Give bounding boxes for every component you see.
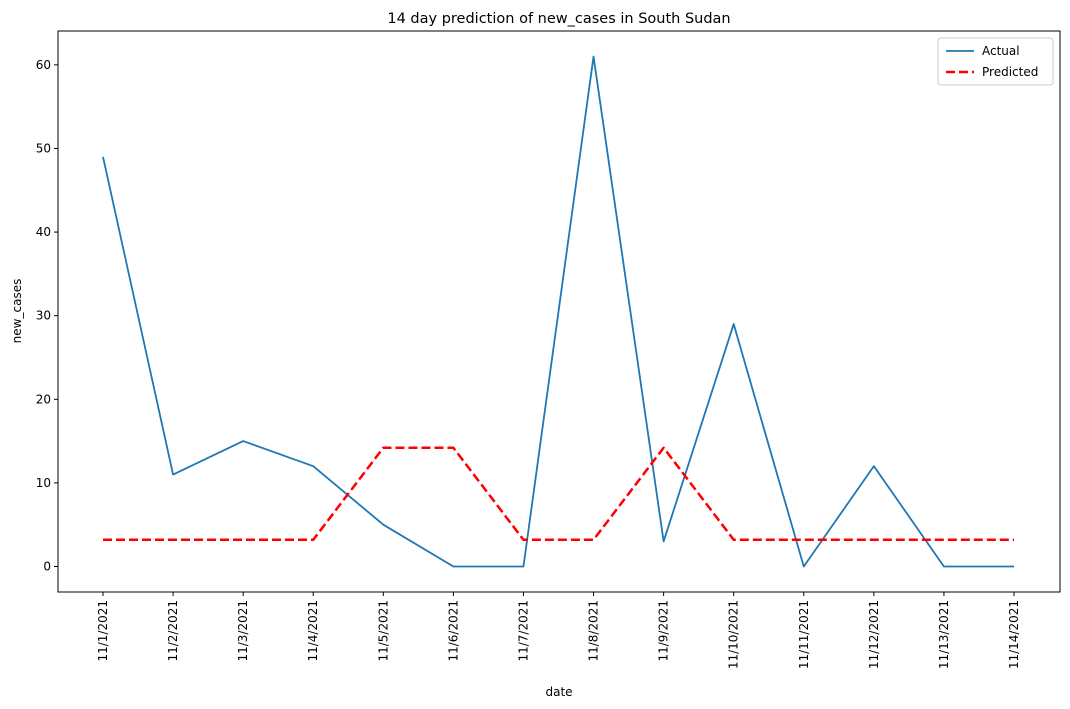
- y-axis-label: new_cases: [10, 279, 24, 344]
- plot-frame: [57, 30, 1061, 593]
- legend-label-predicted: Predicted: [982, 65, 1038, 79]
- y-tick-label: 10: [36, 476, 51, 490]
- y-tick-label: 30: [36, 309, 51, 323]
- x-tick-label: 11/10/2021: [727, 600, 741, 669]
- x-tick-label: 11/12/2021: [867, 600, 881, 669]
- series-line-predicted: [103, 446, 1014, 541]
- legend: Actual Predicted: [937, 37, 1054, 86]
- series-lines: [102, 55, 1014, 568]
- x-tick-label: 11/14/2021: [1007, 600, 1021, 669]
- x-tick-label: 11/7/2021: [516, 600, 530, 662]
- x-tick-label: 11/11/2021: [797, 600, 811, 669]
- y-tick-label: 0: [43, 560, 51, 574]
- y-tick-label: 40: [36, 225, 51, 239]
- legend-label-actual: Actual: [982, 44, 1020, 58]
- x-tick-label: 11/8/2021: [587, 600, 601, 662]
- x-tick-label: 11/5/2021: [376, 600, 390, 662]
- y-tick-label: 60: [36, 58, 51, 72]
- y-tick-label: 20: [36, 392, 51, 406]
- y-tick-label: 50: [36, 141, 51, 155]
- x-tick-label: 11/13/2021: [937, 600, 951, 669]
- x-tick-label: 11/1/2021: [96, 600, 110, 662]
- x-tick-label: 11/9/2021: [657, 600, 671, 662]
- x-tick-label: 11/4/2021: [306, 600, 320, 662]
- x-axis-label: date: [545, 685, 572, 699]
- chart-title: 14 day prediction of new_cases in South …: [387, 11, 730, 27]
- x-tick-label: 11/2/2021: [166, 600, 180, 662]
- x-tick-label: 11/3/2021: [236, 600, 250, 662]
- axis-ticks: 0 10 20 30 40 50 60 11/1/2021 11/2/2021 11/3/2021…: [36, 58, 1021, 669]
- series-line-actual: [102, 55, 1014, 568]
- x-tick-label: 11/6/2021: [446, 600, 460, 662]
